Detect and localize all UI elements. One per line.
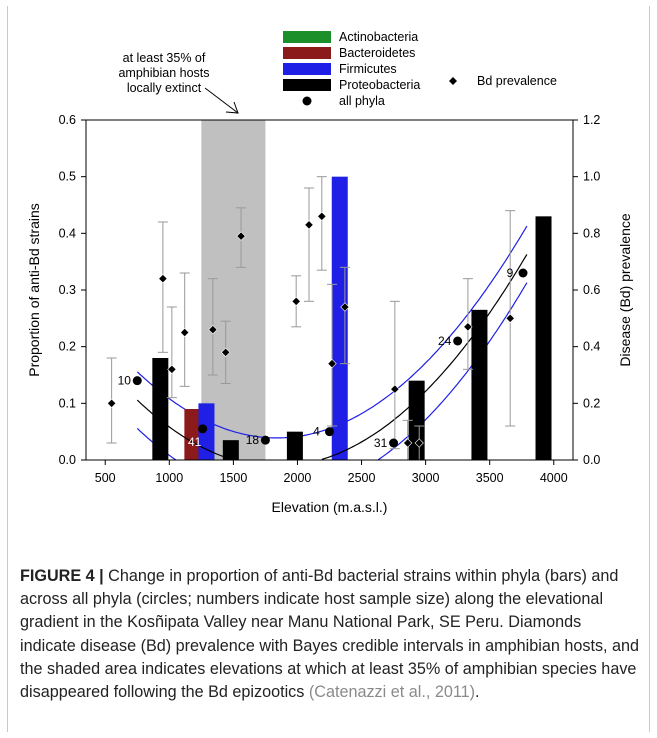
y-right-tick-label-0.2: 0.2 xyxy=(583,396,600,410)
annotation-arrow-head xyxy=(225,101,239,114)
bd-prevalence-point-1 xyxy=(158,274,168,284)
bar-proteobacteria-8 xyxy=(535,216,552,460)
y-left-axis-label: Proportion of anti-Bd strains xyxy=(26,203,42,377)
sample-size-label-6: 9 xyxy=(507,266,514,280)
legend-swatch-actinobacteria xyxy=(283,31,331,43)
bd-prevalence-point-13 xyxy=(403,438,413,448)
caption-text: Change in proportion of anti-Bd bacteria… xyxy=(20,567,640,702)
legend-swatch-bacteroidetes xyxy=(283,47,331,59)
bar-firmicutes-2 xyxy=(198,403,215,460)
all-phyla-point-5 xyxy=(453,336,463,346)
all-phyla-point-1 xyxy=(198,424,208,434)
all-phyla-point-2 xyxy=(260,435,270,445)
bar-bacteroidetes-1 xyxy=(184,409,201,460)
bd-prevalence-point-7 xyxy=(291,296,301,306)
all-phyla-point-0 xyxy=(132,376,142,386)
caption-reference[interactable]: (Catenazzi et al., 2011) xyxy=(308,683,476,702)
sample-size-label-1: 41 xyxy=(188,435,202,449)
legend-label-proteobacteria: Proteobacteria xyxy=(339,78,420,92)
x-tick-label-3000: 3000 xyxy=(412,471,440,485)
caption-end: . xyxy=(475,683,480,702)
y-right-tick-label-0.8: 0.8 xyxy=(583,226,600,240)
annotation-line-2: locally extinct xyxy=(127,81,202,95)
y-right-axis-label: Disease (Bd) prevalence xyxy=(617,213,633,367)
x-tick-label-4000: 4000 xyxy=(540,471,568,485)
bd-prevalence-point-12 xyxy=(390,384,400,394)
sample-size-label-4: 31 xyxy=(374,436,388,450)
sample-size-label-5: 24 xyxy=(438,334,452,348)
legend-swatch-firmicutes xyxy=(283,63,331,75)
y-left-tick-label-0.2: 0.2 xyxy=(59,340,76,354)
bd-prevalence-point-16 xyxy=(505,313,515,323)
bar-proteobacteria-0 xyxy=(152,358,169,460)
legend-label-actinobacteria: Actinobacteria xyxy=(339,30,418,44)
legend-label-bacteroidetes: Bacteroidetes xyxy=(339,46,415,60)
bd-prevalence-point-15 xyxy=(463,322,473,332)
all-phyla-point-6 xyxy=(518,268,528,278)
legend-symbol-all-phyla xyxy=(302,96,312,106)
legend-label-all-phyla: all phyla xyxy=(339,94,385,108)
bar-firmicutes-5 xyxy=(331,176,348,460)
y-right-tick-label-0.6: 0.6 xyxy=(583,283,600,297)
y-left-tick-label-0.4: 0.4 xyxy=(59,226,76,240)
annotation-arrow-shaft xyxy=(204,87,239,114)
bar-proteobacteria-7 xyxy=(471,309,488,460)
all-phyla-point-4 xyxy=(389,438,399,448)
y-left-tick-label-0.5: 0.5 xyxy=(59,170,76,184)
x-tick-label-1000: 1000 xyxy=(155,471,183,485)
sample-size-label-0: 10 xyxy=(118,374,132,388)
x-tick-label-2500: 2500 xyxy=(348,471,376,485)
bar-proteobacteria-4 xyxy=(286,431,303,460)
y-right-tick-label-1.2: 1.2 xyxy=(583,113,600,127)
x-tick-label-3500: 3500 xyxy=(476,471,504,485)
figure-caption: FIGURE 4 | Change in proportion of anti-… xyxy=(20,565,640,704)
bd-prevalence-point-8 xyxy=(304,220,314,230)
legend-symbol-bd-prevalence xyxy=(449,77,457,85)
bd-prevalence-point-6 xyxy=(236,231,246,241)
caption-label: FIGURE 4 | xyxy=(20,567,104,585)
bd-prevalence-point-5 xyxy=(221,347,231,357)
x-tick-label-1500: 1500 xyxy=(219,471,247,485)
figure-frame xyxy=(7,6,650,732)
sample-size-label-2: 18 xyxy=(246,433,260,447)
sample-size-label-3: 4 xyxy=(313,425,320,439)
y-right-tick-label-0.0: 0.0 xyxy=(583,453,600,467)
bd-prevalence-point-2 xyxy=(167,364,177,374)
bd-prevalence-point-14 xyxy=(414,438,424,448)
y-left-tick-label-0.1: 0.1 xyxy=(59,396,76,410)
x-tick-label-500: 500 xyxy=(95,471,116,485)
bd-prevalence-point-10 xyxy=(327,359,337,369)
y-right-tick-label-1.0: 1.0 xyxy=(583,170,600,184)
bd-prevalence-point-3 xyxy=(180,327,190,338)
y-left-tick-label-0.3: 0.3 xyxy=(59,283,76,297)
y-right-tick-label-0.4: 0.4 xyxy=(583,340,600,354)
fit-curve xyxy=(136,254,528,460)
bd-prevalence-point-0 xyxy=(107,398,117,408)
bd-prevalence-point-9 xyxy=(317,211,327,221)
annotation-line-1: amphibian hosts xyxy=(118,66,209,80)
y-left-tick-label-0.6: 0.6 xyxy=(59,113,76,127)
y-left-tick-label-0.0: 0.0 xyxy=(59,453,76,467)
bar-proteobacteria-3 xyxy=(222,440,239,460)
legend-label-bd-prevalence: Bd prevalence xyxy=(477,74,557,88)
all-phyla-point-3 xyxy=(325,427,334,437)
x-axis-label: Elevation (m.a.s.l.) xyxy=(272,499,388,515)
legend-label-firmicutes: Firmicutes xyxy=(339,62,397,76)
legend-swatch-proteobacteria xyxy=(283,79,331,91)
x-tick-label-2000: 2000 xyxy=(284,471,312,485)
bd-prevalence-point-4 xyxy=(208,325,218,335)
bd-prevalence-point-11 xyxy=(340,302,350,312)
chart: 10 41 18 4 31 24 9 500 1000 1500 2000 2500 3000 3500… xyxy=(26,30,633,515)
annotation-line-0: at least 35% of xyxy=(123,51,206,65)
